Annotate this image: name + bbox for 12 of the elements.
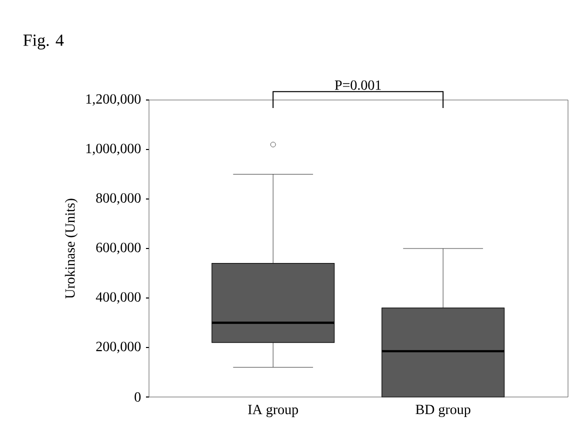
y-axis-title: Urokinase (Units)	[64, 198, 78, 299]
x-tick-label: BD group	[416, 404, 470, 418]
chart-title: Fig. 4	[23, 34, 64, 50]
y-tick-label: 600,000	[96, 242, 141, 254]
y-tick-label: 0	[134, 392, 141, 402]
y-tick-label: 400,000	[96, 292, 141, 304]
y-tick-label: 200,000	[96, 342, 141, 354]
y-tick-label: 800,000	[96, 193, 141, 205]
y-tick-label: 1,200,000	[86, 94, 141, 106]
text: P=0.001	[334, 80, 381, 90]
y-tick-label: 1,000,000	[86, 144, 141, 156]
x-tick-label: IA group	[248, 404, 298, 418]
